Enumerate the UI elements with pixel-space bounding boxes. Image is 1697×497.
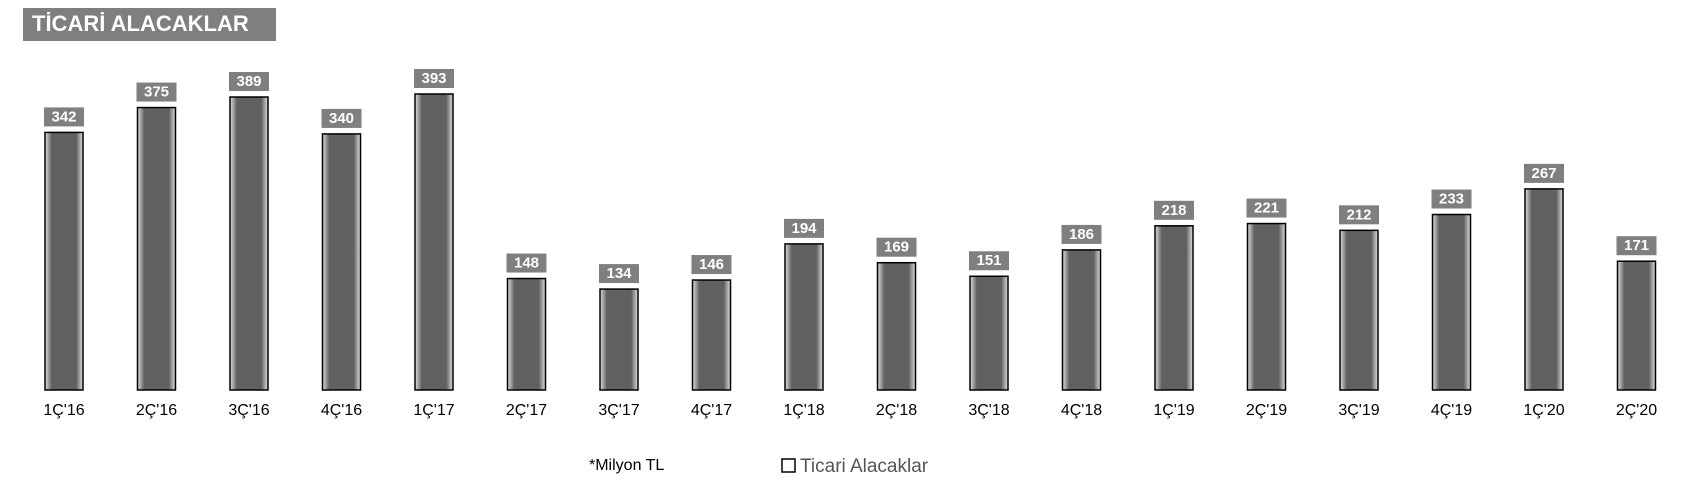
- value-label: 148: [514, 254, 539, 271]
- bar: [1524, 188, 1564, 391]
- value-label: 393: [421, 70, 446, 87]
- value-label: 389: [236, 73, 261, 90]
- value-label-box: [784, 218, 824, 238]
- value-label-box: [876, 237, 917, 257]
- bar: [414, 93, 454, 391]
- x-tick-label: 3Ç'18: [968, 402, 1009, 419]
- bar: [969, 275, 1009, 391]
- value-label-box: [321, 108, 362, 128]
- value-label: 212: [1346, 206, 1371, 223]
- bar: [784, 243, 824, 391]
- value-label: 218: [1161, 202, 1186, 219]
- bar: [1431, 213, 1472, 391]
- value-label-box: [1154, 200, 1194, 220]
- value-label-box: [691, 255, 732, 275]
- title-box: [23, 8, 276, 41]
- x-tick-label: 2Ç'18: [876, 402, 917, 419]
- bar: [44, 131, 84, 391]
- value-label: 340: [329, 110, 354, 127]
- x-tick-label: 1Ç'20: [1523, 402, 1564, 419]
- value-label: 146: [699, 256, 724, 273]
- value-label: 151: [976, 252, 1001, 269]
- value-label: 233: [1439, 190, 1464, 207]
- footnote: *Milyon TL: [589, 457, 664, 474]
- value-label-box: [1246, 198, 1287, 218]
- bar: [1154, 225, 1194, 391]
- x-tick-label: 2Ç'16: [136, 402, 177, 419]
- x-tick-label: 2Ç'17: [506, 402, 547, 419]
- value-label: 375: [144, 84, 169, 101]
- x-tick-label: 3Ç'17: [598, 402, 639, 419]
- x-tick-label: 1Ç'18: [783, 402, 824, 419]
- x-tick-label: 3Ç'16: [228, 402, 269, 419]
- bar: [1616, 260, 1657, 391]
- value-label-box: [229, 72, 269, 92]
- value-label: 186: [1069, 226, 1094, 243]
- x-tick-label: 2Ç'19: [1246, 402, 1287, 419]
- x-tick-label: 3Ç'19: [1338, 402, 1379, 419]
- bar: [1339, 229, 1379, 391]
- value-label: 171: [1624, 237, 1649, 254]
- x-tick-label: 4Ç'18: [1061, 402, 1102, 419]
- value-label-box: [969, 251, 1009, 271]
- x-tick-label: 4Ç'16: [321, 402, 362, 419]
- value-label-box: [1616, 236, 1657, 256]
- value-label: 221: [1254, 200, 1279, 217]
- value-label-box: [1061, 224, 1102, 244]
- value-label-box: [1524, 163, 1564, 183]
- bar: [599, 288, 639, 391]
- x-tick-label: 1Ç'16: [43, 402, 84, 419]
- value-label-box: [1339, 205, 1379, 225]
- bar: [1061, 249, 1102, 391]
- value-label-box: [599, 264, 639, 284]
- value-label: 194: [791, 220, 817, 237]
- value-label-box: [44, 107, 84, 127]
- x-tick-label: 4Ç'19: [1431, 402, 1472, 419]
- bar: [136, 106, 177, 391]
- value-label-box: [136, 82, 177, 102]
- bar: [229, 96, 269, 391]
- legend-swatch: [781, 458, 796, 473]
- value-label: 267: [1531, 165, 1556, 182]
- legend-label: Ticari Alacaklar: [800, 456, 929, 477]
- value-label-box: [1431, 189, 1472, 209]
- chart-title: TİCARİ ALACAKLAR: [32, 11, 249, 36]
- bar: [1246, 222, 1287, 391]
- value-label: 342: [51, 108, 76, 125]
- bar: [321, 133, 362, 391]
- value-label-box: [506, 253, 547, 273]
- x-tick-label: 1Ç'19: [1153, 402, 1194, 419]
- bar: [506, 277, 547, 391]
- value-label-box: [414, 69, 454, 88]
- bar: [876, 261, 917, 391]
- value-label: 134: [606, 265, 632, 282]
- value-label: 169: [884, 239, 909, 256]
- x-tick-label: 2Ç'20: [1616, 402, 1657, 419]
- bar: [691, 279, 732, 391]
- x-tick-label: 1Ç'17: [413, 402, 454, 419]
- x-tick-label: 4Ç'17: [691, 402, 732, 419]
